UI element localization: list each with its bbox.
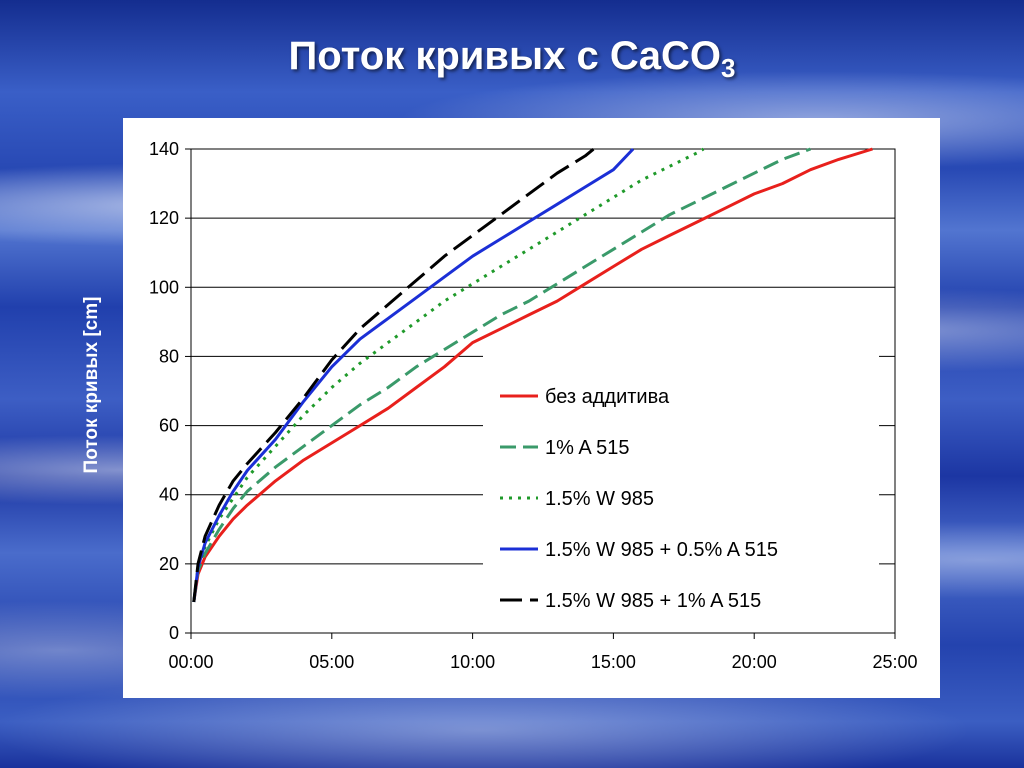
line-chart: 0 20 40 60 80 100 120 140 00:00 05:00 10:00 15:00 20… xyxy=(149,139,918,672)
slide-title: Поток кривых с CaCO3 xyxy=(0,34,1024,84)
legend-label: 1.5% W 985 + 0.5% A 515 xyxy=(545,539,778,561)
y-axis-label: Поток кривых [cm] xyxy=(81,296,102,474)
legend-label: 1.5% W 985 xyxy=(545,488,654,510)
x-tick-label: 10:00 xyxy=(450,652,495,672)
series-line-2 xyxy=(192,147,812,603)
y-tick-label: 80 xyxy=(159,346,179,366)
y-tick-label: 40 xyxy=(159,485,179,505)
y-tick-label: 100 xyxy=(149,277,179,297)
x-tick-label: 15:00 xyxy=(591,652,636,672)
legend-label: 1% A 515 xyxy=(545,437,630,459)
series-lines xyxy=(192,147,873,603)
y-tick-label: 60 xyxy=(159,416,179,436)
y-tick-label: 0 xyxy=(169,623,179,643)
axis-ticks: 0 20 40 60 80 100 120 140 00:00 05:00 10:00 15:00 20… xyxy=(149,139,918,672)
slide-title-subscript: 3 xyxy=(721,53,736,83)
y-tick-label: 20 xyxy=(159,554,179,574)
series-line-3 xyxy=(192,147,705,603)
x-tick-label: 00:00 xyxy=(168,652,213,672)
chart-panel: 0 20 40 60 80 100 120 140 00:00 05:00 10:00 15:00 20… xyxy=(123,118,940,698)
legend: без аддитива 1% A 515 1.5% W 985 1.5% W 985… xyxy=(483,354,879,616)
legend-label: без аддитива xyxy=(545,386,670,408)
y-tick-label: 120 xyxy=(149,208,179,228)
y-axis-label-container: Поток кривых [cm] xyxy=(72,160,112,610)
legend-label: 1.5% W 985 + 1% A 515 xyxy=(545,590,761,612)
y-tick-label: 140 xyxy=(149,139,179,159)
series-line-5 xyxy=(192,147,595,603)
x-tick-label: 25:00 xyxy=(872,652,917,672)
x-tick-label: 05:00 xyxy=(309,652,354,672)
legend-box xyxy=(483,354,879,616)
series-line-1 xyxy=(192,147,873,603)
slide-title-text: Поток кривых с CaCO xyxy=(288,34,721,78)
series-line-4 xyxy=(192,147,635,603)
x-tick-label: 20:00 xyxy=(732,652,777,672)
plot-area-border xyxy=(190,148,896,634)
